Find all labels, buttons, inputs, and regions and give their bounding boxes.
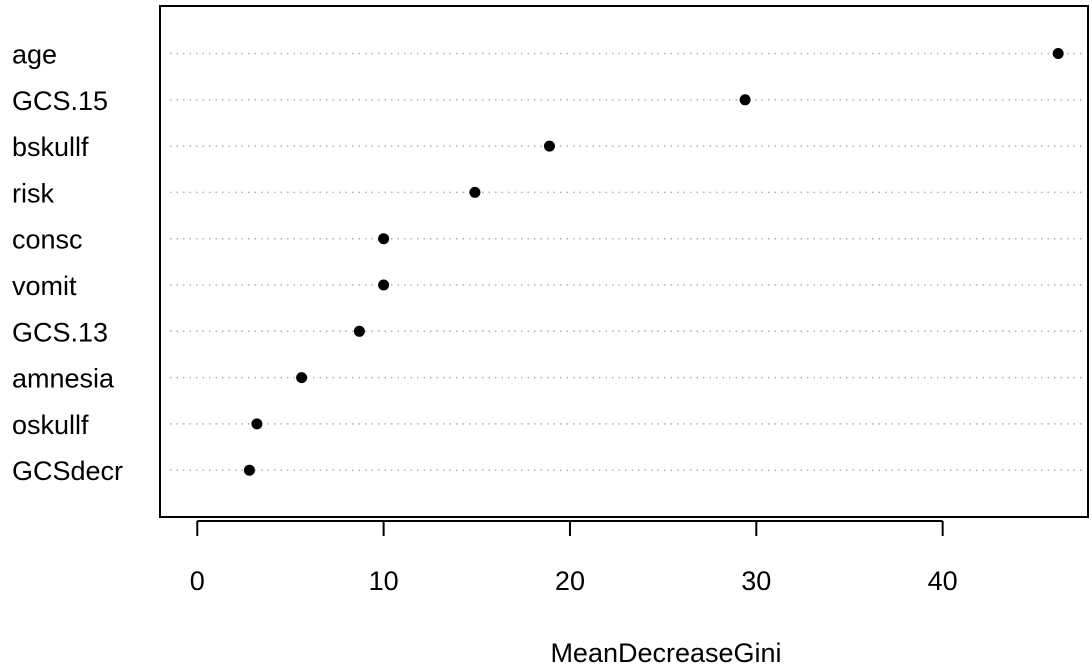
data-point [543, 140, 555, 152]
x-tick-label: 10 [369, 566, 399, 596]
x-tick-label: 20 [555, 566, 585, 596]
category-label: GCS.15 [12, 86, 108, 116]
data-point [469, 186, 481, 198]
data-point [353, 325, 365, 337]
x-tick-label: 0 [190, 566, 205, 596]
data-point [739, 94, 751, 106]
plot-frame [159, 5, 1089, 518]
category-label: age [12, 40, 57, 70]
data-point [251, 418, 263, 430]
category-label: risk [12, 178, 54, 208]
category-label: amnesia [12, 364, 115, 394]
category-label: GCSdecr [12, 456, 123, 486]
category-label: consc [12, 225, 83, 255]
category-labels: age GCS.15 bskullf risk consc vomit GCS.13 amne… [12, 40, 123, 487]
data-point [1052, 48, 1064, 59]
data-point [243, 464, 255, 476]
x-tick-label: 40 [928, 566, 958, 596]
x-axis: 0 10 20 30 40 [190, 520, 958, 596]
data-point [378, 233, 390, 245]
data-points [243, 48, 1064, 476]
category-label: bskullf [12, 132, 89, 162]
category-label: GCS.13 [12, 317, 108, 347]
x-axis-title: MeanDecreaseGini [550, 638, 781, 668]
data-point [296, 372, 308, 384]
category-label: oskullf [12, 410, 89, 440]
category-label: vomit [12, 271, 77, 301]
data-point [378, 279, 390, 291]
x-tick-label: 30 [741, 566, 771, 596]
guide-lines [170, 52, 1086, 471]
